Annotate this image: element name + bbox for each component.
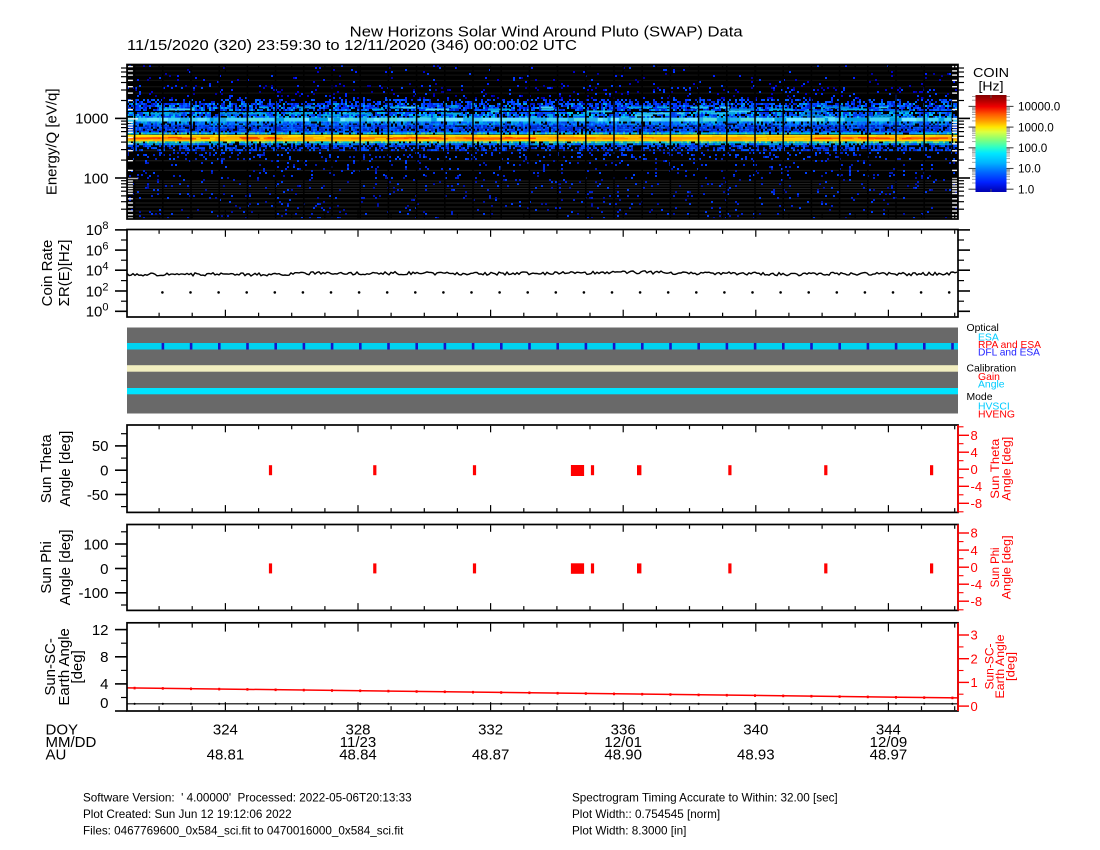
svg-text:Angle [deg]: Angle [deg] — [57, 431, 74, 507]
svg-text:AU: AU — [46, 747, 67, 764]
svg-text:4: 4 — [971, 543, 978, 558]
svg-text:Plot Created: Sun Jun 12 19:12: Plot Created: Sun Jun 12 19:12:06 2022 — [83, 808, 292, 821]
svg-text:HVSCI: HVSCI — [978, 401, 1010, 412]
svg-text:100: 100 — [83, 170, 108, 187]
svg-text:Sun Phi: Sun Phi — [38, 541, 55, 594]
svg-text:3: 3 — [971, 628, 978, 643]
svg-text:8: 8 — [100, 649, 108, 666]
svg-text:DOY: DOY — [46, 722, 79, 739]
svg-text:Sun Theta: Sun Theta — [38, 434, 55, 504]
svg-text:Angle [deg]: Angle [deg] — [1000, 437, 1014, 501]
svg-text:12: 12 — [92, 622, 109, 639]
svg-text:0: 0 — [100, 463, 108, 480]
svg-text:-8: -8 — [971, 496, 983, 511]
svg-text:0: 0 — [971, 699, 978, 714]
svg-text:100.0: 100.0 — [1018, 142, 1048, 155]
svg-text:RPA and ESA: RPA and ESA — [978, 340, 1041, 351]
svg-text:-50: -50 — [87, 487, 109, 504]
svg-text:Gain: Gain — [978, 372, 1000, 383]
svg-text:11/15/2020 (320) 23:59:30 to 1: 11/15/2020 (320) 23:59:30 to 12/11/2020 … — [127, 37, 577, 54]
svg-text:100: 100 — [83, 536, 108, 553]
svg-text:HVENG: HVENG — [978, 409, 1015, 420]
svg-text:0: 0 — [100, 561, 108, 578]
svg-text:[deg]: [deg] — [69, 650, 86, 683]
svg-text:332: 332 — [478, 722, 503, 739]
svg-text:Angle [deg]: Angle [deg] — [57, 529, 74, 605]
svg-text:324: 324 — [213, 722, 238, 739]
svg-text:8: 8 — [971, 428, 978, 443]
svg-text:10.0: 10.0 — [1018, 163, 1041, 176]
svg-text:1000: 1000 — [75, 111, 108, 128]
svg-text:8: 8 — [971, 526, 978, 541]
svg-text:48.90: 48.90 — [604, 747, 642, 764]
svg-text:Sun Theta: Sun Theta — [988, 438, 1002, 498]
svg-text:ΣR(E)[Hz]: ΣR(E)[Hz] — [56, 240, 73, 307]
svg-text:Plot Width: 8.3000 [in]: Plot Width: 8.3000 [in] — [572, 825, 686, 838]
svg-text:Angle [deg]: Angle [deg] — [1000, 535, 1014, 599]
svg-text:48.87: 48.87 — [472, 747, 510, 764]
svg-text:Files: 0467769600_0x584_sci.fi: Files: 0467769600_0x584_sci.fit to 04700… — [83, 825, 404, 838]
svg-text:[Hz]: [Hz] — [979, 79, 1004, 94]
svg-text:Earth Angle: Earth Angle — [993, 634, 1007, 698]
svg-text:Coin Rate: Coin Rate — [39, 240, 56, 307]
svg-text:12/01: 12/01 — [604, 734, 642, 751]
svg-text:Angle: Angle — [978, 380, 1005, 391]
svg-text:DFL and ESA: DFL and ESA — [978, 348, 1040, 359]
svg-text:MM/DD: MM/DD — [46, 734, 97, 751]
svg-text:1: 1 — [971, 675, 978, 690]
svg-text:Optical: Optical — [967, 323, 999, 334]
svg-text:ESA: ESA — [978, 333, 999, 344]
svg-text:48.81: 48.81 — [207, 747, 245, 764]
svg-text:48.93: 48.93 — [737, 747, 775, 764]
svg-text:Sun Phi: Sun Phi — [988, 547, 1002, 587]
svg-text:Earth Angle: Earth Angle — [56, 628, 73, 706]
svg-text:344: 344 — [876, 722, 901, 739]
svg-text:Energy/Q [eV/q]: Energy/Q [eV/q] — [44, 88, 61, 195]
svg-text:2: 2 — [971, 651, 978, 666]
svg-text:COIN: COIN — [973, 65, 1009, 80]
svg-text:-4: -4 — [971, 479, 983, 494]
svg-text:-8: -8 — [971, 594, 983, 609]
svg-text:11/23: 11/23 — [340, 734, 376, 751]
svg-text:336: 336 — [611, 722, 636, 739]
svg-text:0: 0 — [971, 560, 978, 575]
svg-text:Calibration: Calibration — [967, 363, 1017, 374]
svg-text:4: 4 — [971, 445, 978, 460]
svg-text:New Horizons Solar Wind Around: New Horizons Solar Wind Around Pluto (SW… — [350, 23, 744, 40]
svg-text:[deg]: [deg] — [1004, 652, 1018, 681]
svg-text:1.0: 1.0 — [1018, 183, 1035, 196]
svg-text:Spectrogram Timing Accurate to: Spectrogram Timing Accurate to Within: 3… — [572, 792, 838, 805]
svg-text:4: 4 — [100, 676, 108, 693]
svg-text:1000.0: 1000.0 — [1018, 121, 1054, 134]
svg-text:48.97: 48.97 — [870, 747, 908, 764]
svg-text:Mode: Mode — [967, 392, 993, 403]
svg-text:50: 50 — [92, 438, 109, 455]
svg-text:-4: -4 — [971, 577, 983, 592]
svg-text:Software Version: ' 4.00000': Software Version: ' 4.00000' Processed: … — [83, 792, 412, 805]
svg-text:328: 328 — [345, 722, 370, 739]
svg-text:0: 0 — [971, 462, 978, 477]
svg-text:Plot Width:: 0.754545 [norm]: Plot Width:: 0.754545 [norm] — [572, 808, 720, 821]
svg-text:10000.0: 10000.0 — [1018, 101, 1061, 114]
svg-text:48.84: 48.84 — [339, 747, 377, 764]
svg-text:0: 0 — [100, 695, 108, 712]
svg-text:12/09: 12/09 — [870, 734, 908, 751]
svg-text:-100: -100 — [78, 585, 108, 602]
svg-text:Sun-SC-: Sun-SC- — [42, 638, 59, 696]
svg-text:340: 340 — [743, 722, 768, 739]
svg-text:Sun-SC-: Sun-SC- — [983, 643, 997, 689]
